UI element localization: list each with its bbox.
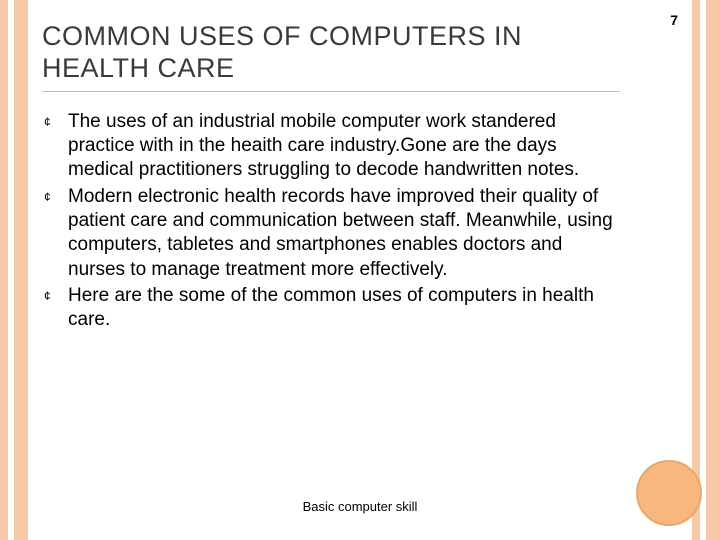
corner-circle-decoration	[636, 460, 702, 526]
left-stripe-thin	[0, 0, 8, 540]
content-area: COMMON USES OF COMPUTERS IN HEALTH CARE …	[42, 20, 620, 335]
bullet-icon: ¢	[42, 284, 68, 333]
right-stripe-thin	[692, 0, 700, 540]
left-stripe-thick	[14, 0, 28, 540]
slide-title: COMMON USES OF COMPUTERS IN HEALTH CARE	[42, 20, 620, 92]
right-stripe-thick	[706, 0, 720, 540]
list-item: ¢ The uses of an industrial mobile compu…	[42, 110, 620, 183]
bullet-text: The uses of an industrial mobile compute…	[68, 110, 620, 183]
list-item: ¢ Here are the some of the common uses o…	[42, 284, 620, 333]
bullet-icon: ¢	[42, 110, 68, 183]
body-text: ¢ The uses of an industrial mobile compu…	[42, 110, 620, 333]
list-item: ¢ Modern electronic health records have …	[42, 185, 620, 282]
bullet-text: Modern electronic health records have im…	[68, 185, 620, 282]
page-number: 7	[670, 12, 678, 28]
footer-text: Basic computer skill	[0, 499, 720, 514]
bullet-icon: ¢	[42, 185, 68, 282]
bullet-text: Here are the some of the common uses of …	[68, 284, 620, 333]
